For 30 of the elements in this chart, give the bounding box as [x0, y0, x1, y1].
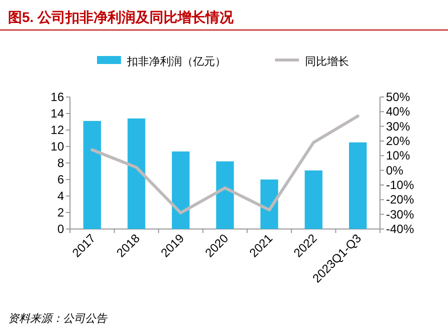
bar — [83, 120, 101, 229]
y-tick-label: 8 — [57, 156, 64, 170]
y-tick-label: 10 — [50, 140, 64, 154]
legend-label: 同比增长 — [305, 55, 349, 68]
y2-tick-label: 30% — [386, 119, 410, 134]
legend-label: 扣非净利润（亿元） — [126, 55, 226, 68]
y2-tick-label: 40% — [386, 104, 410, 119]
y2-tick-label: -10% — [386, 178, 414, 192]
y2-tick-label: -20% — [386, 192, 414, 207]
bar — [304, 170, 322, 229]
bar — [128, 118, 146, 229]
y2-tick-label: -40% — [386, 222, 414, 236]
y-tick-label: 0 — [57, 222, 64, 236]
text: 资料来源：公司公告 — [8, 312, 108, 325]
y2-tick-label: 10% — [386, 148, 410, 163]
y2-tick-label: -30% — [386, 207, 414, 222]
title: 图5. 公司扣非净利润及同比增长情况 — [8, 9, 234, 25]
y-tick-label: 16 — [50, 90, 64, 104]
bar — [216, 161, 234, 229]
y-tick-label: 4 — [57, 189, 64, 203]
y-tick-label: 6 — [57, 172, 64, 186]
y2-tick-label: 0% — [386, 163, 404, 178]
y-tick-label: 2 — [57, 206, 64, 220]
bar — [172, 151, 190, 229]
y-tick-label: 12 — [50, 123, 64, 137]
y2-tick-label: 20% — [386, 134, 410, 148]
bar — [260, 180, 278, 229]
y-tick-label: 14 — [50, 106, 64, 120]
y2-tick-label: 50% — [386, 90, 410, 104]
bar — [349, 142, 367, 229]
